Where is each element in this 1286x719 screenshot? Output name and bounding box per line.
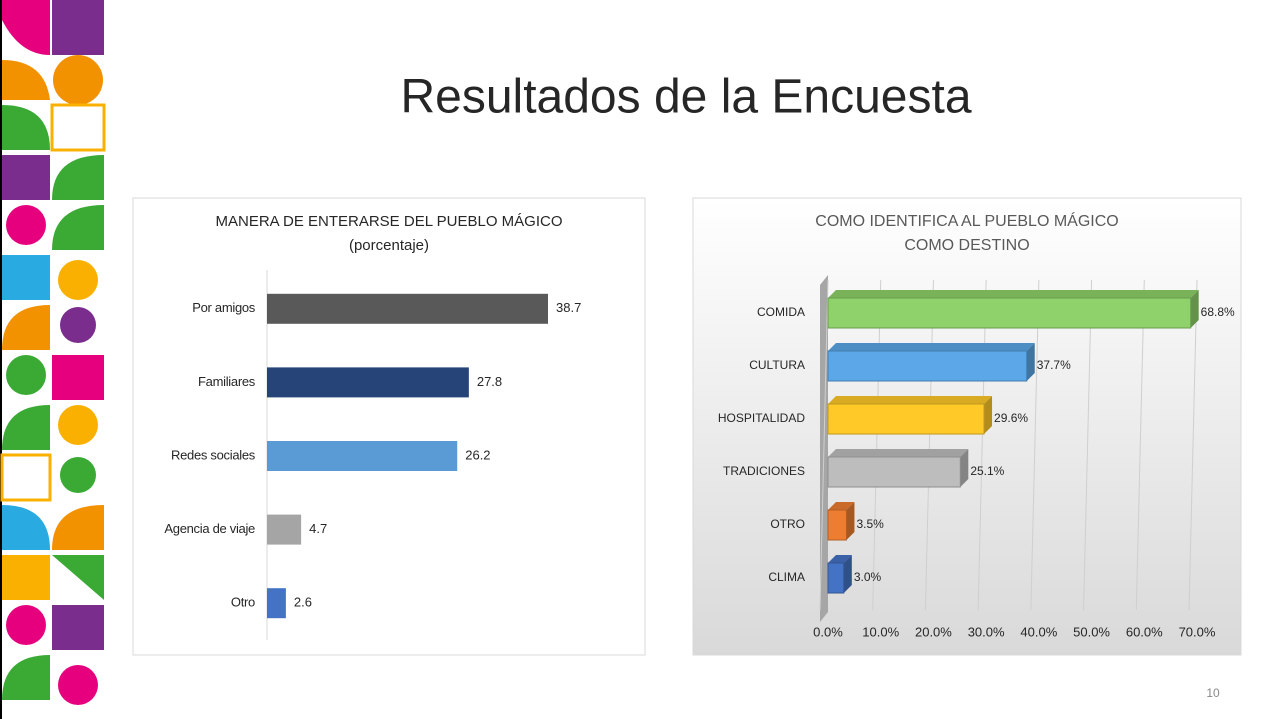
grid-line: [924, 279, 934, 611]
grid-line: [1135, 279, 1145, 611]
page-number: 10: [1206, 686, 1220, 700]
value-label: 2.6: [294, 595, 312, 610]
value-label: 4.7: [309, 521, 327, 536]
grid-line: [1188, 279, 1198, 611]
bar: [827, 456, 961, 488]
grid-line: [977, 279, 987, 611]
bar-top: [828, 396, 993, 404]
bar: [827, 403, 985, 435]
bar: [267, 367, 469, 398]
value-label: 3.0%: [854, 570, 882, 584]
bar-side: [984, 396, 993, 434]
x-tick-label: 70.0%: [1179, 624, 1216, 639]
category-label: CLIMA: [768, 570, 805, 584]
bar-side: [1026, 343, 1035, 381]
category-label: TRADICIONES: [723, 464, 805, 478]
slide-title: Resultados de la Encuesta: [400, 71, 971, 124]
grid-line: [1083, 279, 1093, 611]
x-tick-label: 20.0%: [915, 624, 952, 639]
bar-side: [960, 449, 969, 487]
value-label: 38.7: [556, 300, 581, 315]
bar-side: [846, 502, 855, 540]
chart-title: COMO IDENTIFICA AL PUEBLO MÁGICO: [815, 211, 1118, 230]
bar-top: [828, 290, 1199, 298]
bar-side: [843, 555, 852, 593]
x-tick-label: 10.0%: [862, 624, 899, 639]
grid-line: [1030, 279, 1040, 611]
x-tick-label: 50.0%: [1073, 624, 1110, 639]
bar: [267, 588, 286, 619]
value-label: 37.7%: [1037, 358, 1071, 372]
x-tick-label: 60.0%: [1126, 624, 1163, 639]
chart-title: MANERA DE ENTERARSE DEL PUEBLO MÁGICO: [215, 213, 562, 230]
decorative-strip: [0, 0, 106, 719]
bar-top: [828, 449, 969, 457]
category-label: Familiares: [198, 374, 256, 389]
category-label: Redes sociales: [171, 447, 256, 462]
chart-title: COMO DESTINO: [904, 237, 1029, 254]
category-label: Otro: [231, 595, 255, 610]
bar: [827, 562, 845, 594]
value-label: 29.6%: [994, 411, 1028, 425]
category-label: CULTURA: [749, 358, 805, 372]
bar-top: [828, 343, 1035, 351]
category-label: HOSPITALIDAD: [718, 411, 805, 425]
x-tick-label: 40.0%: [1020, 624, 1057, 639]
x-tick-label: 0.0%: [813, 624, 843, 639]
category-label: OTRO: [770, 517, 805, 531]
value-label: 68.8%: [1201, 305, 1235, 319]
bar: [827, 297, 1192, 329]
bar-top: [828, 502, 855, 510]
value-label: 26.2: [465, 447, 490, 462]
grid-line: [819, 279, 829, 611]
bar-top: [828, 555, 852, 563]
bar: [267, 441, 458, 471]
bar: [267, 293, 548, 324]
value-label: 25.1%: [970, 464, 1004, 478]
bar: [827, 509, 847, 541]
bar-side: [1190, 290, 1199, 328]
value-label: 27.8: [477, 374, 502, 389]
value-label: 3.5%: [856, 517, 884, 531]
grid-line: [872, 279, 882, 611]
bar: [267, 514, 302, 545]
category-label: COMIDA: [757, 305, 805, 319]
category-label: Por amigos: [192, 300, 256, 315]
category-label: Agencia de viaje: [164, 521, 255, 536]
chart-subtitle: (porcentaje): [349, 237, 429, 254]
bar: [827, 350, 1028, 382]
x-tick-label: 30.0%: [968, 624, 1005, 639]
chart-frame: [132, 197, 646, 656]
